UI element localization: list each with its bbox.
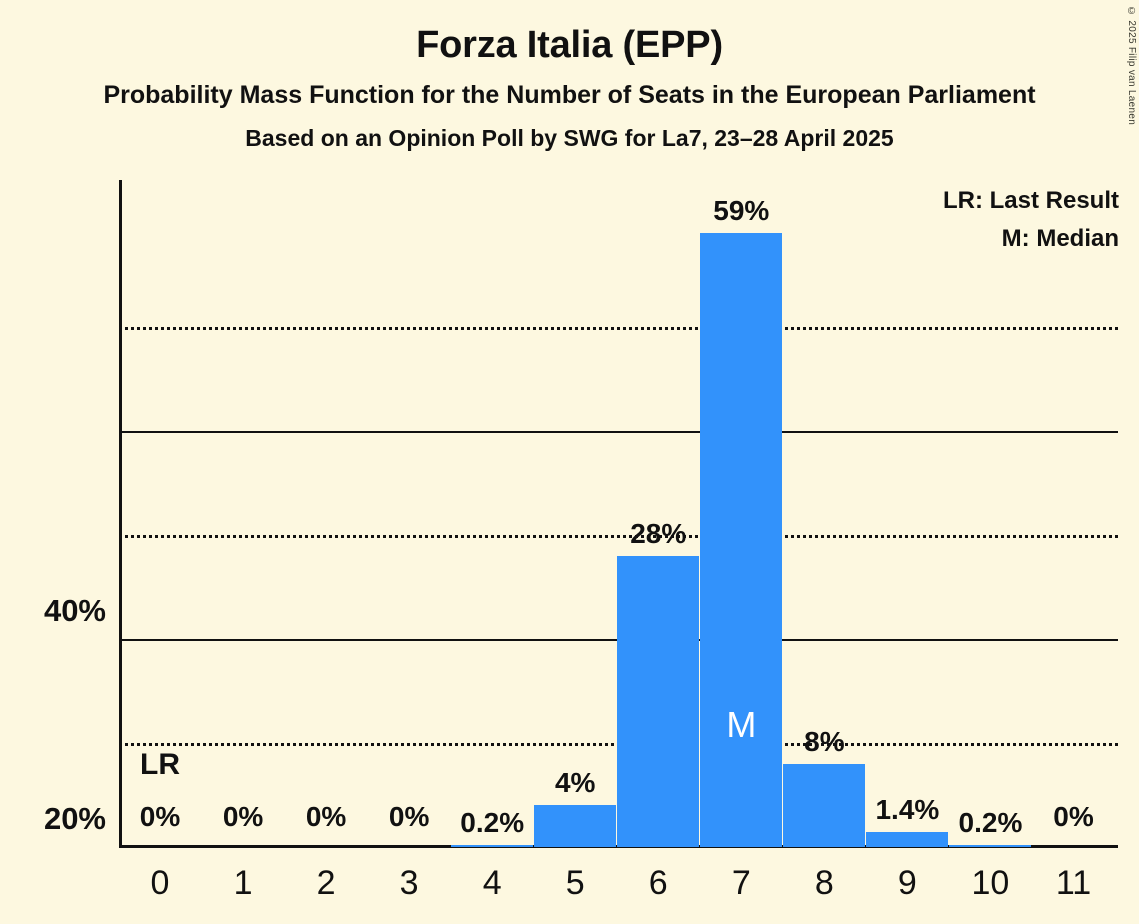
x-tick-label-1: 1 [233, 864, 253, 902]
x-tick-label-3: 3 [399, 864, 419, 902]
bar-seat-4[interactable] [451, 844, 534, 847]
y-tick-label: 40% [43, 593, 106, 628]
bar-seat-5[interactable] [534, 805, 617, 847]
y-tick-label: 20% [43, 801, 106, 836]
x-tick-label-8: 8 [814, 864, 834, 902]
bar-value-label-seat-5: 4% [554, 767, 596, 799]
last-result-marker: LR [140, 748, 181, 781]
legend-item-median: M: Median [1001, 225, 1119, 252]
bar-value-label-seat-9: 1.4% [875, 794, 940, 826]
plot-area [119, 180, 1118, 848]
x-tick-label-7: 7 [731, 864, 751, 902]
bar-seat-10[interactable] [949, 844, 1032, 847]
copyright-notice: © 2025 Filip van Laenen [1126, 6, 1137, 126]
x-tick-label-10: 10 [971, 864, 1010, 902]
bar-value-label-seat-3: 0% [388, 801, 430, 832]
bar-value-label-seat-7: 59% [713, 195, 770, 227]
bar-value-label-seat-1: 0% [222, 801, 264, 832]
bar-value-label-seat-6: 28% [630, 517, 687, 549]
bar-value-label-seat-8: 8% [804, 725, 845, 757]
x-tick-label-2: 2 [316, 864, 336, 902]
bar-value-label-seat-4: 0.2% [460, 806, 525, 838]
y-axis-line [119, 180, 122, 847]
bar-value-label-seat-10: 0.2% [958, 806, 1023, 838]
x-tick-label-0: 0 [150, 864, 170, 902]
bar-seat-8[interactable] [783, 763, 866, 847]
chart-source-subtitle: Based on an Opinion Poll by SWG for La7,… [245, 125, 894, 151]
legend-item-last-result: LR: Last Result [942, 187, 1119, 214]
page-title: Forza Italia (EPP) [416, 24, 723, 66]
bar-seat-7[interactable] [700, 233, 783, 847]
chart-legend: LR: Last Result M: Median [943, 182, 1119, 258]
bar-value-label-seat-0: 0% [139, 801, 181, 832]
x-tick-label-9: 9 [897, 864, 917, 902]
median-marker: M [726, 704, 757, 745]
gridline-30pct [119, 535, 1118, 538]
title-block: Forza Italia (EPP) Probability Mass Func… [0, 0, 1139, 154]
gridline-40pct [119, 431, 1118, 433]
x-tick-label-4: 4 [482, 864, 502, 902]
bar-value-label-seat-2: 0% [305, 801, 347, 832]
y-axis-labels: 20% 40% [0, 180, 106, 847]
chart-subtitle: Probability Mass Function for the Number… [103, 81, 1036, 109]
bar-value-label-seat-11: 0% [1053, 801, 1094, 832]
bar-seat-6[interactable] [617, 555, 700, 847]
x-tick-label-5: 5 [565, 864, 585, 902]
x-tick-label-6: 6 [648, 864, 668, 902]
gridline-50pct [119, 327, 1118, 330]
x-tick-label-11: 11 [1055, 864, 1092, 902]
bar-seat-9[interactable] [866, 832, 949, 847]
